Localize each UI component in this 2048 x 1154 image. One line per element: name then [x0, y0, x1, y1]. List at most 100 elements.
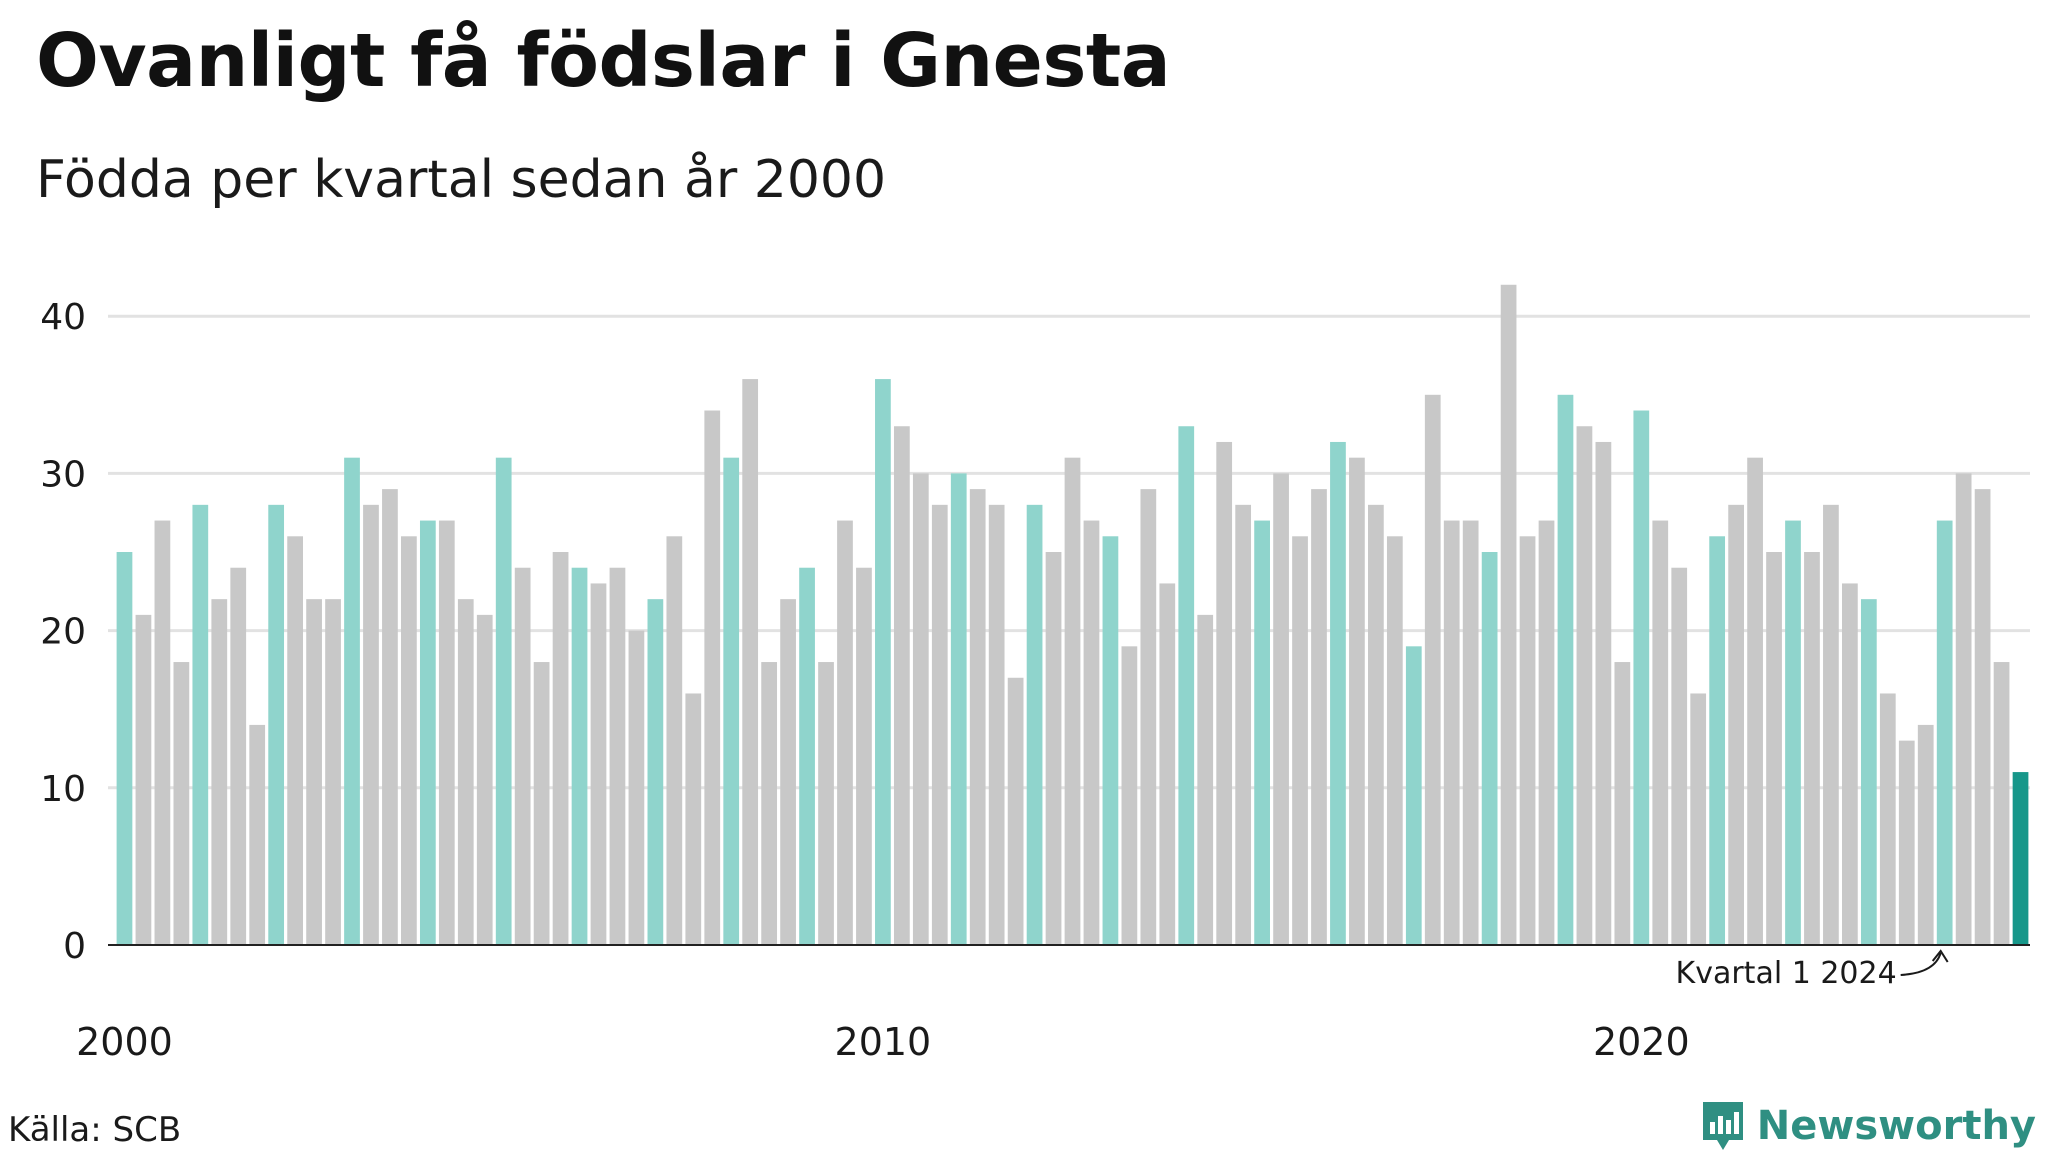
bar — [1898, 740, 1915, 945]
annotation-arrowhead — [1931, 949, 1949, 963]
x-tick-label: 2000 — [76, 1020, 173, 1064]
bar — [1766, 552, 1782, 945]
bar — [457, 599, 474, 945]
bar — [685, 693, 702, 945]
bar — [363, 504, 379, 945]
bar — [1216, 441, 1233, 945]
bar — [1007, 677, 1024, 945]
bar — [1462, 520, 1479, 945]
bar — [1519, 536, 1536, 945]
bar — [1614, 662, 1631, 945]
bar — [1235, 504, 1252, 945]
bar — [495, 457, 512, 945]
bar — [1936, 520, 1953, 945]
bar — [761, 662, 778, 945]
axes: 0 10 20 30 40 2000 2010 2020 — [40, 297, 2030, 1064]
bar — [1273, 473, 1289, 945]
bar — [571, 567, 588, 945]
bar — [988, 504, 1005, 945]
annotation-arrow — [1900, 952, 1942, 976]
bar — [950, 473, 967, 945]
bar — [533, 662, 550, 945]
bar — [799, 567, 815, 945]
y-tick-label: 30 — [40, 454, 86, 495]
bar — [249, 724, 266, 945]
bar — [666, 536, 683, 945]
bar — [211, 599, 228, 945]
bar — [419, 520, 436, 945]
brand-name: Newsworthy — [1756, 1103, 2036, 1149]
bar — [1178, 426, 1195, 945]
annotation-label: Kvartal 1 2024 — [1676, 956, 1897, 991]
bar — [2012, 772, 2029, 945]
bar — [325, 599, 341, 945]
bar — [1709, 536, 1726, 945]
bar — [154, 520, 171, 945]
bar — [192, 504, 209, 945]
bar — [116, 552, 133, 945]
bar — [1652, 520, 1669, 945]
y-tick-label: 40 — [40, 297, 86, 338]
bar — [856, 567, 872, 945]
bar — [1917, 724, 1934, 945]
bar — [1538, 520, 1555, 945]
bar — [1860, 599, 1877, 945]
bar — [438, 520, 455, 945]
y-tick-label: 20 — [40, 612, 86, 653]
bar — [476, 614, 493, 945]
bar — [969, 489, 986, 945]
bar — [875, 379, 891, 946]
newsworthy-logo-icon — [1702, 1102, 1743, 1150]
bar — [1842, 583, 1858, 945]
x-tick-label: 2010 — [835, 1020, 932, 1064]
bar — [1330, 441, 1346, 945]
bar — [1386, 536, 1403, 945]
bar — [912, 473, 929, 945]
bar — [401, 536, 417, 945]
bar — [1159, 583, 1176, 945]
x-tick-label: 2020 — [1593, 1020, 1690, 1064]
bar — [628, 630, 645, 945]
bar — [1349, 457, 1365, 945]
bar — [306, 599, 322, 945]
bar-chart: 0 10 20 30 40 2000 2010 2020 Kvartal 1 2024 — [40, 284, 2030, 1064]
bar — [818, 662, 834, 945]
bar — [1254, 520, 1270, 945]
bar — [1405, 646, 1422, 945]
chart-title: Ovanligt få födslar i Gnesta — [36, 18, 1171, 104]
bar — [931, 504, 948, 945]
bar — [173, 662, 190, 945]
bar — [1785, 520, 1801, 945]
bar — [1633, 410, 1650, 945]
bar — [1121, 646, 1138, 945]
bar — [609, 567, 626, 945]
bar — [1576, 426, 1593, 945]
bar — [1368, 504, 1384, 945]
bars — [116, 284, 2029, 946]
bar — [1804, 552, 1820, 945]
bar — [1879, 693, 1896, 945]
bar — [1481, 552, 1498, 945]
bar — [1064, 457, 1081, 945]
bar — [1500, 284, 1517, 945]
chart-subtitle: Födda per kvartal sedan år 2000 — [36, 150, 887, 210]
bar — [1955, 473, 1972, 945]
bar — [1974, 489, 1991, 945]
bar — [1102, 536, 1119, 945]
source-note: Källa: SCB — [8, 1110, 182, 1150]
bar — [590, 583, 607, 945]
bar — [1424, 394, 1441, 945]
bar — [1140, 489, 1157, 945]
bar — [647, 599, 664, 945]
bar — [1443, 520, 1460, 945]
bar — [344, 457, 360, 945]
bar — [1690, 693, 1707, 945]
bar — [268, 504, 285, 945]
bar — [837, 520, 853, 945]
bar — [893, 426, 910, 945]
bar — [1747, 457, 1763, 945]
bar — [1045, 552, 1062, 945]
bar — [1595, 441, 1612, 945]
brand-logo[interactable]: Newsworthy — [1699, 1098, 2036, 1154]
bar — [1671, 567, 1688, 945]
